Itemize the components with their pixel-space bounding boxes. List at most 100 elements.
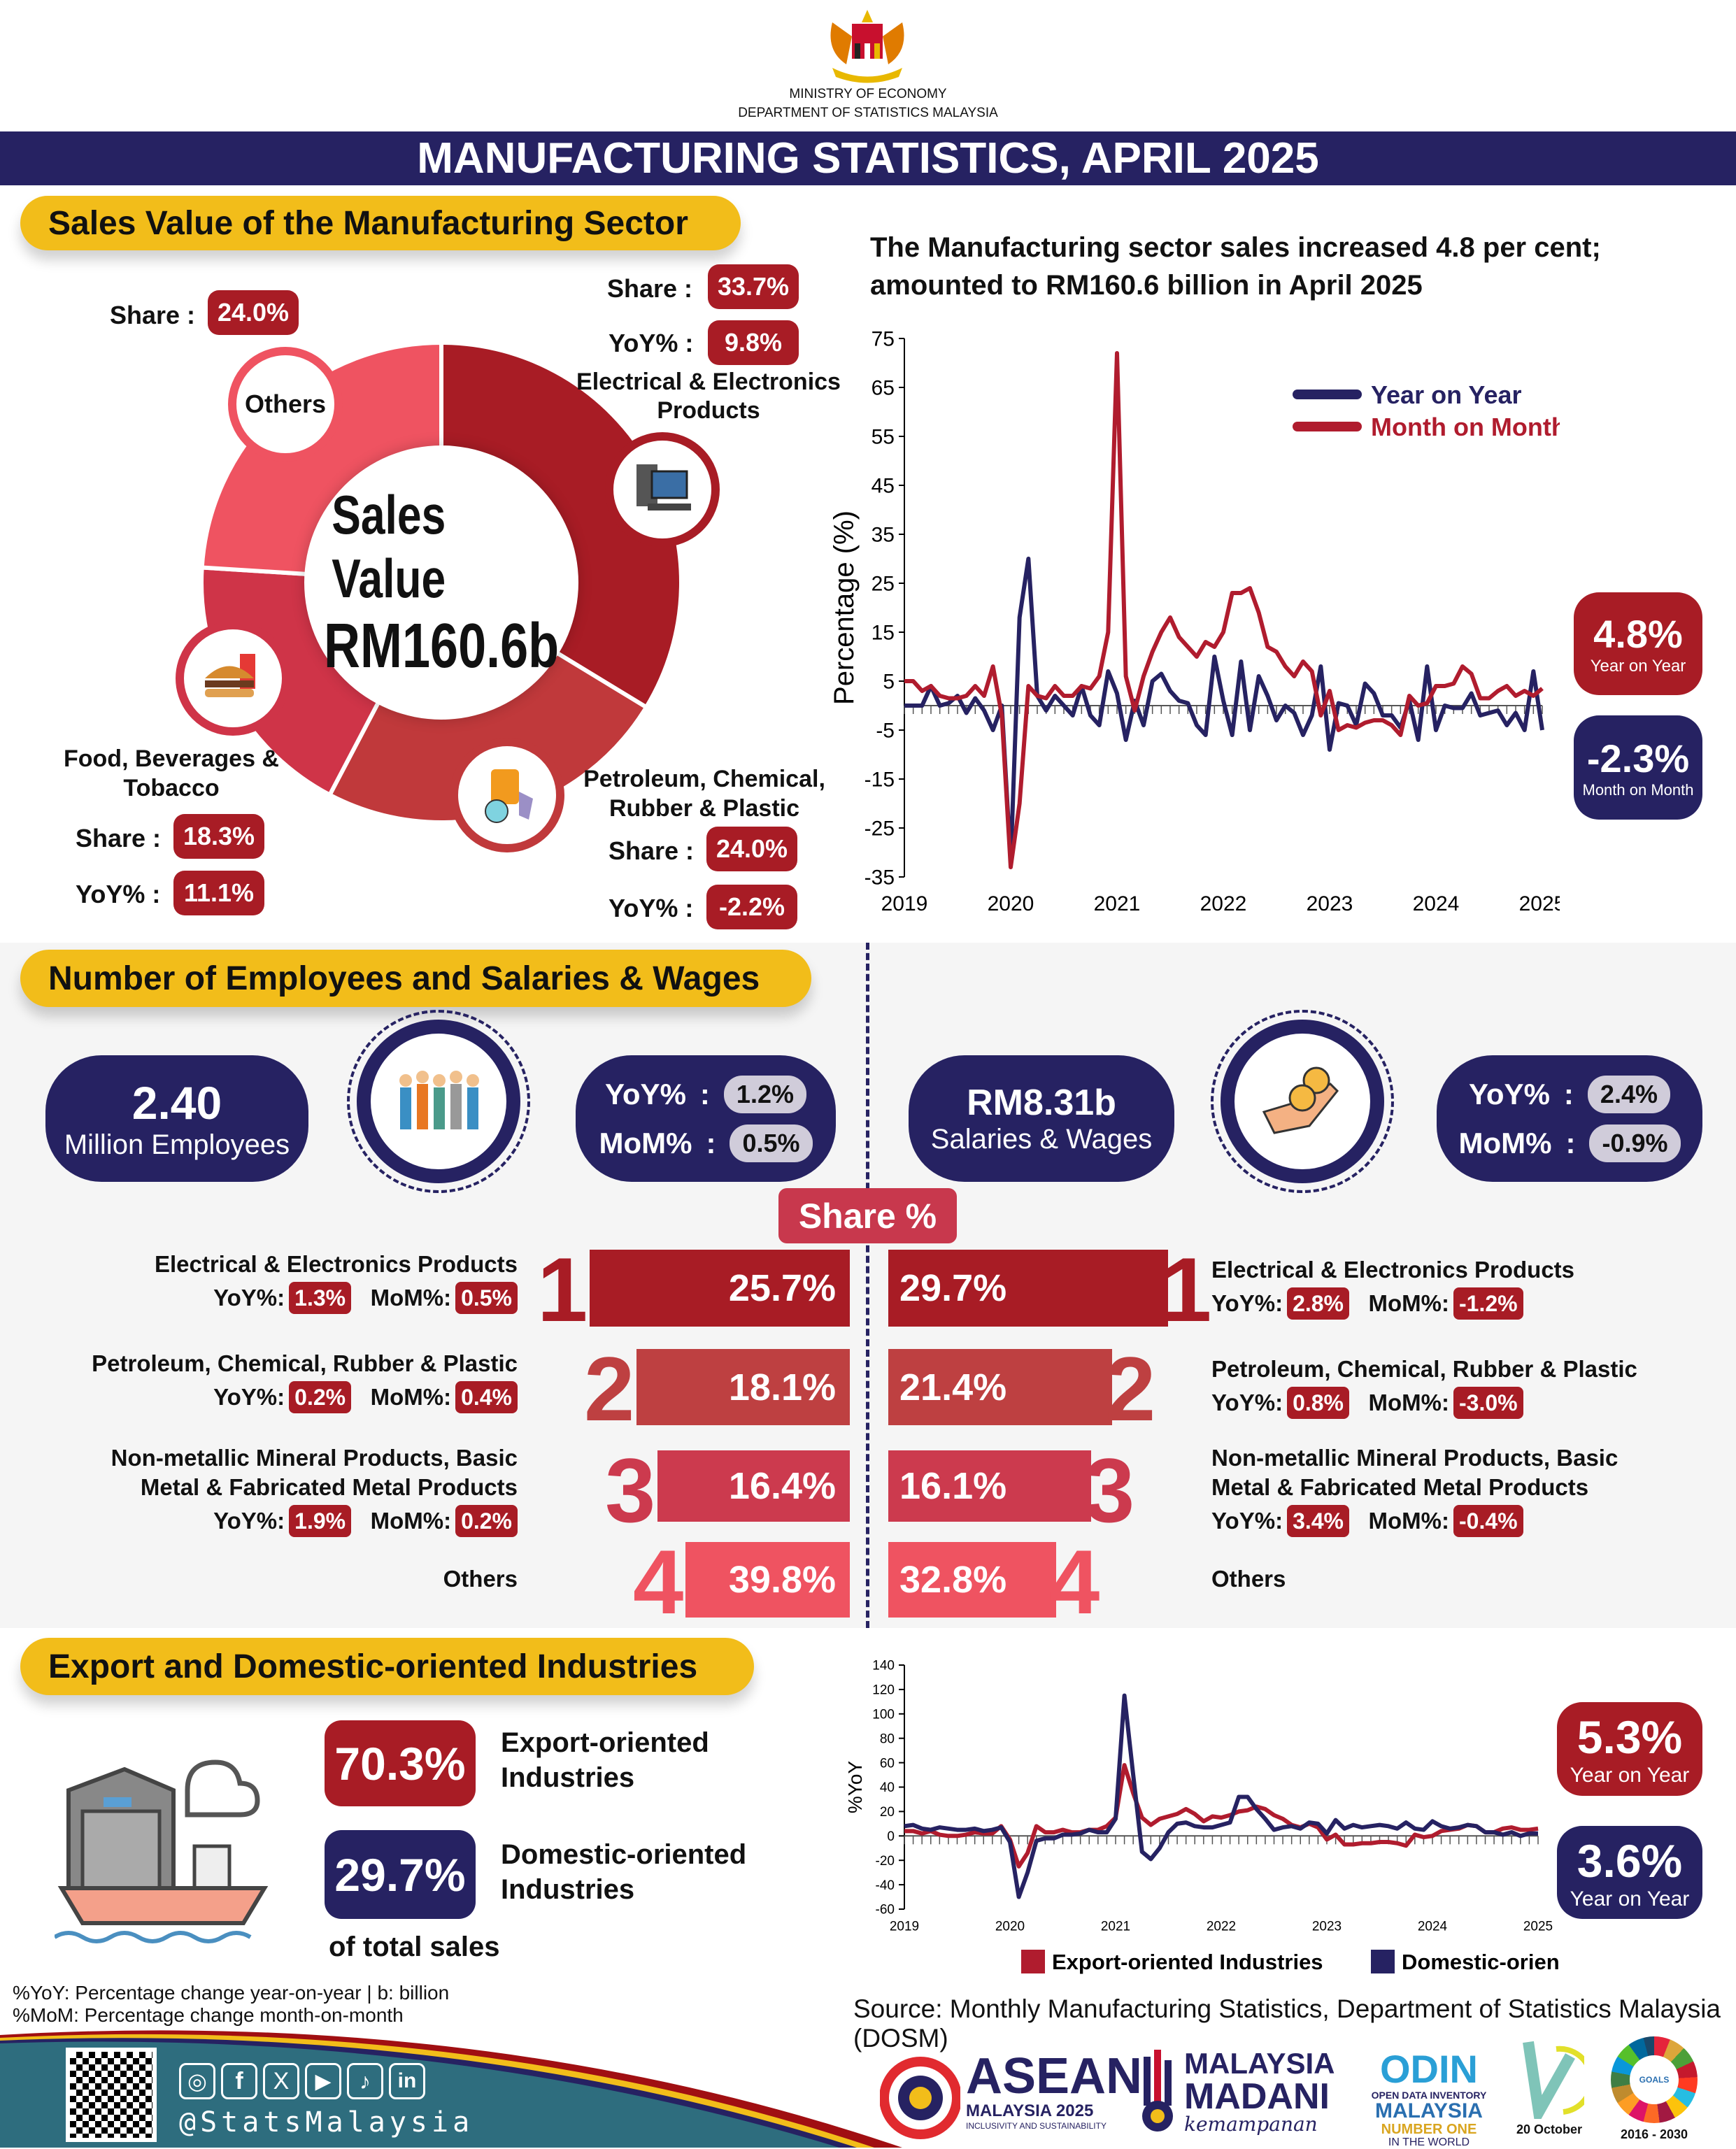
employee-share-value: 16.4%	[728, 1465, 836, 1507]
employee-rank-number: 4	[633, 1531, 684, 1633]
sales-mom-caption: Month on Month	[1582, 781, 1694, 799]
emp-mom-label: MoM%	[599, 1126, 692, 1159]
domestic-share-box: 29.7%	[325, 1830, 476, 1919]
youtube-icon[interactable]: ▶	[305, 2063, 341, 2099]
others-share-label: Share :	[110, 301, 196, 329]
x-tick-label: 2025	[1519, 892, 1560, 915]
divider-dashed-line	[866, 943, 869, 1628]
row-name-1: Non-metallic Mineral Products, Basic	[111, 1445, 518, 1471]
sal-yoy-label: YoY%	[1469, 1077, 1550, 1111]
export-yoy-badge: 5.3% Year on Year	[1557, 1702, 1702, 1796]
employee-share-bar: 16.4%	[657, 1450, 850, 1522]
x-tick-label: 2019	[881, 892, 928, 915]
sales-mom-badge: -2.3% Month on Month	[1574, 715, 1702, 820]
others-label-circle: Others	[228, 347, 343, 462]
food-name-2: Tobacco	[123, 775, 220, 801]
row-name-2: Metal & Fabricated Metal Products	[140, 1474, 518, 1500]
odin-sub: OPEN DATA INVENTORY	[1371, 2089, 1487, 2101]
y-tick-label: -40	[876, 1878, 895, 1893]
malaysia-madani-logo: MALAYSIA MADANI kemampanan	[1137, 2049, 1335, 2134]
odin-malaysia: MALAYSIA	[1375, 2099, 1483, 2123]
legend-label: Domestic-oriented Industries	[1402, 1950, 1560, 1974]
madani-text-1: MALAYSIA	[1184, 2047, 1335, 2080]
odin-logo: ODIN OPEN DATA INVENTORY MALAYSIA NUMBER…	[1369, 2047, 1488, 2149]
food-yoy-label: YoY% :	[76, 880, 161, 908]
legend-swatch	[1371, 1950, 1395, 1973]
sdg-goals-text: GOALS	[1630, 2055, 1679, 2104]
row-mom-label: MoM%:	[370, 1508, 452, 1534]
x-icon[interactable]: X	[263, 2063, 299, 2099]
row-mom-badge: -1.2%	[1453, 1287, 1523, 1320]
salary-rank-number: 2	[1105, 1338, 1156, 1440]
sal-mom-value: -0.9%	[1589, 1124, 1681, 1162]
y-tick-label: -20	[876, 1854, 895, 1869]
y-tick-label: 120	[872, 1683, 895, 1698]
employee-row-label: Electrical & Electronics Products YoY%: 1.…	[155, 1250, 518, 1314]
y-tick-label: 40	[880, 1780, 895, 1795]
y-tick-label: 80	[880, 1732, 895, 1746]
row-name-1: Non-metallic Mineral Products, Basic	[1211, 1445, 1618, 1471]
employee-share-value: 18.1%	[728, 1366, 836, 1408]
row-yoy-badge: 1.9%	[289, 1505, 352, 1537]
x-tick-label: 2023	[1312, 1919, 1342, 1934]
tiktok-icon[interactable]: ♪	[347, 2063, 383, 2099]
y-tick-label: -35	[865, 866, 895, 890]
qr-code[interactable]	[66, 2048, 157, 2142]
section-title-sales: Sales Value of the Manufacturing Sector	[20, 196, 741, 250]
y-tick-label: 55	[871, 426, 895, 449]
x-tick-label: 2020	[995, 1919, 1025, 1934]
salaries-label: Salaries & Wages	[930, 1124, 1153, 1155]
petroleum-name-1: Petroleum, Chemical,	[583, 766, 825, 792]
asean-2025-logo: ASEAN MALAYSIA 2025 INCLUSIVITY AND SUST…	[880, 2042, 1142, 2140]
colon: :	[699, 1077, 710, 1111]
x-tick-label: 2020	[988, 892, 1034, 915]
share-percent-tag: Share %	[778, 1188, 957, 1243]
employee-share-value: 25.7%	[728, 1267, 836, 1309]
asean-sub: MALAYSIA 2025	[966, 2101, 1094, 2120]
export-share-box: 70.3%	[325, 1720, 476, 1806]
row-yoy-badge: 0.2%	[289, 1381, 352, 1413]
ee-yoy-badge: 9.8%	[708, 320, 799, 365]
salaries-growth-box: YoY%:2.4% MoM%: -0.9%	[1437, 1055, 1702, 1182]
y-tick-label: 45	[871, 475, 895, 498]
statistics-day-logo: 20 October	[1511, 2035, 1595, 2137]
row-yoy-badge: 3.4%	[1287, 1505, 1349, 1537]
export-yoy-caption: Year on Year	[1570, 1764, 1690, 1787]
salary-share-value: 21.4%	[899, 1366, 1007, 1408]
employee-row-label: Petroleum, Chemical, Rubber & Plastic YoY…	[92, 1349, 518, 1413]
salary-row-label: Non-metallic Mineral Products, Basic Meta…	[1211, 1443, 1618, 1537]
sales-yoy-caption: Year on Year	[1590, 657, 1686, 676]
row-mom-label: MoM%:	[370, 1285, 452, 1311]
instagram-icon[interactable]: ◎	[179, 2063, 215, 2099]
x-tick-label: 2025	[1523, 1919, 1553, 1934]
chemical-barrel-icon	[450, 738, 564, 852]
y-tick-label: -5	[876, 720, 895, 743]
export-label-2: Industries	[501, 1762, 635, 1793]
row-yoy-label: YoY%:	[1211, 1508, 1283, 1534]
social-handle[interactable]: @StatsMalaysia	[179, 2106, 474, 2139]
malaysia-coat-of-arms-logo	[818, 8, 916, 84]
employee-share-value: 39.8%	[728, 1559, 836, 1601]
employees-label: Million Employees	[64, 1129, 290, 1160]
row-name: Others	[443, 1566, 518, 1592]
odin-world: IN THE WORLD	[1388, 2136, 1470, 2148]
salary-share-value: 32.8%	[899, 1559, 1007, 1601]
row-mom-label: MoM%:	[370, 1384, 452, 1410]
odin-text: ODIN	[1380, 2047, 1478, 2091]
salaries-value: RM8.31b	[967, 1083, 1116, 1123]
x-tick-label: 2019	[890, 1919, 919, 1934]
center-title: Sales Value	[332, 483, 446, 609]
row-yoy-badge: 0.8%	[1287, 1387, 1349, 1419]
food-icon	[176, 621, 290, 736]
stats-day-date: 20 October	[1516, 2122, 1583, 2136]
source-text: Source: Monthly Manufacturing Statistics…	[853, 1994, 1721, 2052]
employee-row-label: Non-metallic Mineral Products, Basic Meta…	[111, 1443, 518, 1537]
linkedin-icon[interactable]: in	[389, 2063, 425, 2099]
salaries-box: RM8.31b Salaries & Wages	[909, 1055, 1174, 1182]
facebook-icon[interactable]: f	[221, 2063, 257, 2099]
legend-label: Export-oriented Industries	[1052, 1950, 1323, 1974]
domestic-label-1: Domestic-oriented	[501, 1839, 747, 1870]
row-yoy-badge: 2.8%	[1287, 1287, 1349, 1320]
petroleum-share-badge: 24.0%	[706, 827, 797, 871]
y-tick-label: -15	[865, 769, 895, 792]
